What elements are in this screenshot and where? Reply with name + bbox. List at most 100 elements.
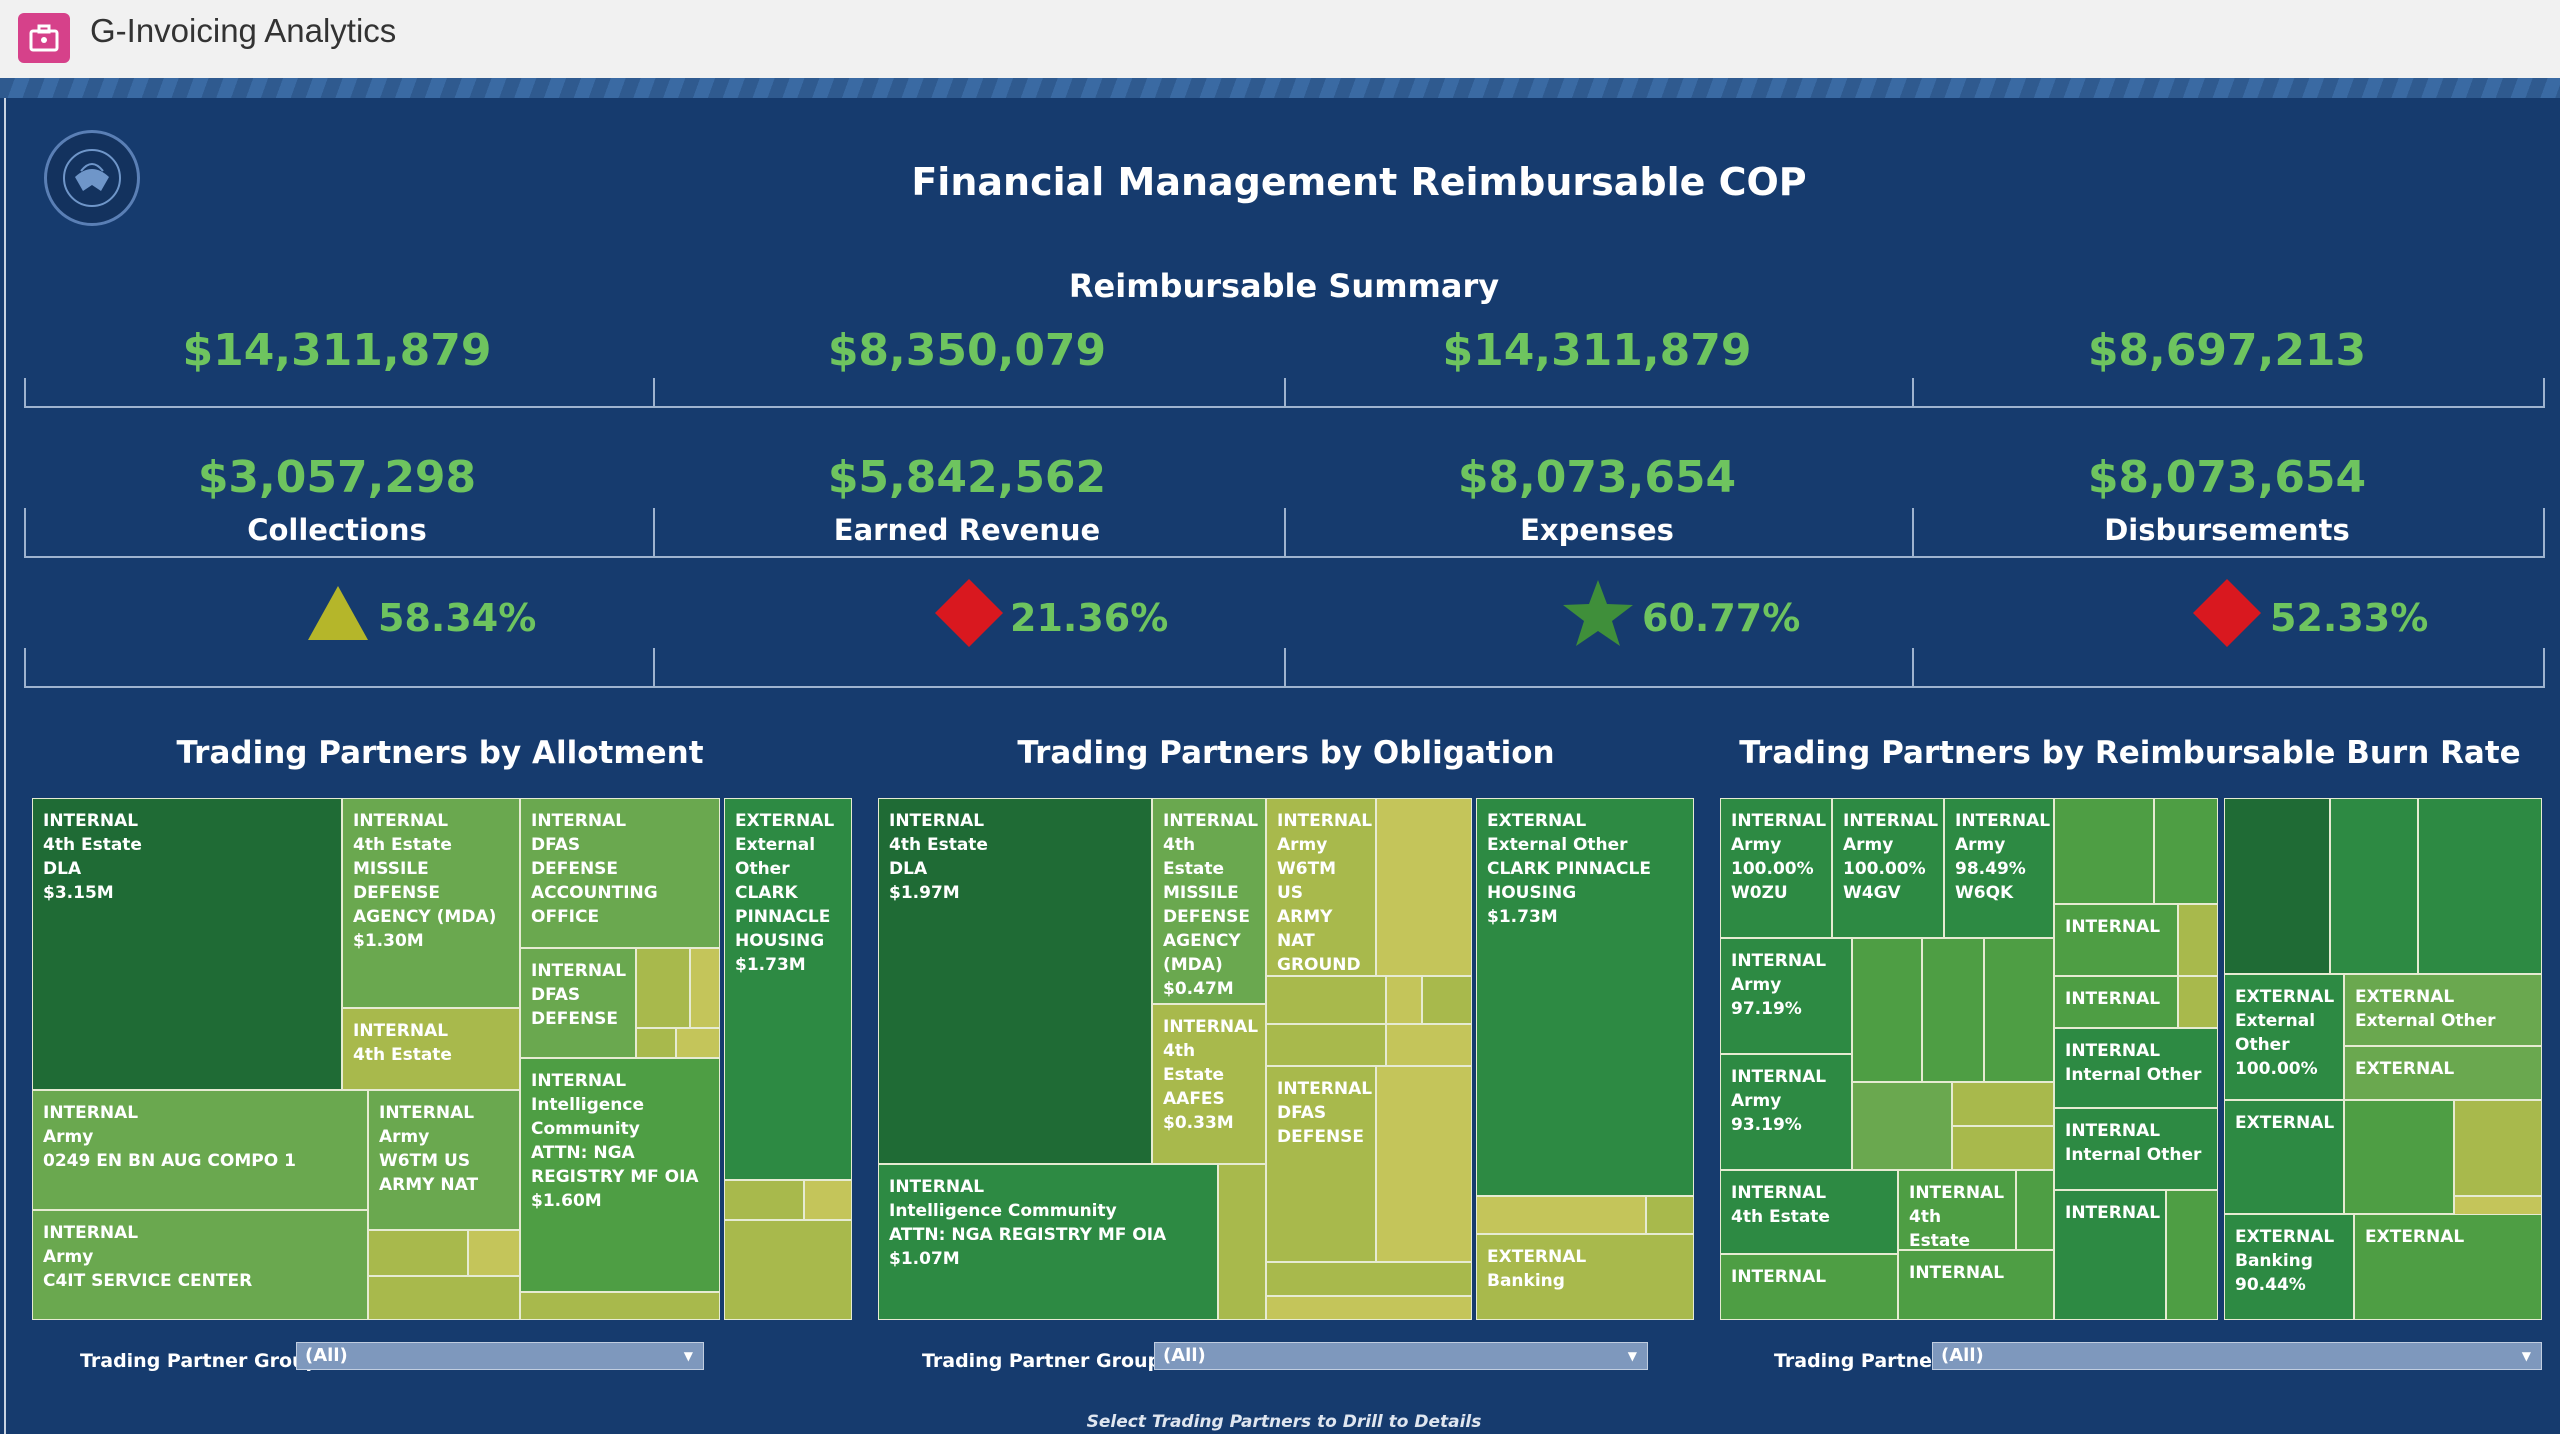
treemap-cell[interactable] (2418, 798, 2542, 974)
treemap-cell[interactable] (1476, 1196, 1646, 1234)
divider-tick (2543, 648, 2545, 688)
treemap-cell[interactable] (2330, 798, 2418, 974)
treemap-cell[interactable] (2166, 1190, 2218, 1320)
treemap-cell[interactable] (2054, 798, 2154, 904)
treemap-cell[interactable]: INTERNAL 4th Estate AAFES $0.33M (1152, 1004, 1266, 1164)
treemap-cell[interactable] (2454, 1100, 2542, 1196)
burn-rate-treemap: INTERNAL Army 100.00% W0ZU INTERNAL Army… (1720, 798, 2542, 1320)
treemap-cell[interactable]: EXTERNAL (2224, 1100, 2344, 1214)
treemap-cell[interactable] (2224, 798, 2330, 974)
burn-rate-title: Trading Partners by Reimbursable Burn Ra… (1739, 735, 2521, 771)
treemap-cell[interactable]: INTERNAL Army 0249 EN BN AUG COMPO 1 (32, 1090, 368, 1210)
treemap-cell[interactable] (1386, 1024, 1472, 1066)
treemap-cell[interactable] (1386, 976, 1422, 1024)
treemap-cell[interactable]: INTERNAL (2054, 904, 2178, 976)
treemap-cell[interactable] (368, 1230, 468, 1276)
treemap-cell[interactable]: INTERNAL 4th Estate MISSILE DEFENSE AGEN… (342, 798, 520, 1008)
treemap-cell[interactable] (1376, 1066, 1472, 1262)
treemap-cell[interactable]: INTERNAL 4th Estate MISSILE DEFENSE AGEN… (1152, 798, 1266, 1004)
treemap-cell[interactable] (2344, 1100, 2454, 1214)
treemap-cell[interactable]: EXTERNAL External Other (2344, 974, 2542, 1046)
treemap-cell[interactable] (724, 1220, 852, 1320)
treemap-cell[interactable]: INTERNAL Army 100.00% W4GV (1832, 798, 1944, 938)
treemap-cell[interactable] (468, 1230, 520, 1276)
treemap-cell[interactable]: INTERNAL 4th Estate (1898, 1170, 2016, 1250)
treemap-cell[interactable] (1952, 1126, 2054, 1170)
filter-label-partner: Trading Partner (1774, 1350, 1942, 1372)
treemap-cell[interactable]: INTERNAL 4th Estate DLA $1.97M (878, 798, 1152, 1164)
treemap-cell[interactable]: INTERNAL Army 100.00% W0ZU (1720, 798, 1832, 938)
treemap-cell[interactable] (2178, 904, 2218, 976)
treemap-cell[interactable]: INTERNAL 4th Estate (342, 1008, 520, 1090)
treemap-cell[interactable]: INTERNAL Army 93.19% (1720, 1054, 1852, 1170)
treemap-cell[interactable]: EXTERNAL (2354, 1214, 2542, 1320)
treemap-cell[interactable]: EXTERNAL Banking (1476, 1234, 1694, 1320)
trading-partner-group-2-select[interactable]: (All) ▼ (1154, 1342, 1648, 1370)
treemap-cell[interactable] (2154, 798, 2218, 904)
treemap-cell[interactable] (636, 948, 690, 1028)
treemap-cell[interactable]: INTERNAL Army W6TM US ARMY NAT (368, 1090, 520, 1230)
treemap-cell[interactable]: INTERNAL Intelligence Community ATTN: NG… (878, 1164, 1218, 1320)
app-header-bar: G-Invoicing Analytics (0, 0, 2560, 78)
treemap-cell[interactable] (724, 1180, 804, 1220)
treemap-cell[interactable] (690, 948, 720, 1028)
treemap-cell[interactable]: EXTERNAL External Other 100.00% (2224, 974, 2344, 1100)
treemap-cell[interactable] (1952, 1082, 2054, 1126)
treemap-cell[interactable] (520, 1292, 720, 1320)
trading-partner-group-select[interactable]: (All) ▼ (296, 1342, 704, 1370)
treemap-cell[interactable] (2178, 976, 2218, 1028)
treemap-cell[interactable] (1266, 976, 1386, 1024)
treemap-cell[interactable]: INTERNAL 4th Estate (1720, 1170, 1898, 1254)
treemap-cell[interactable]: INTERNAL (1720, 1254, 1898, 1320)
treemap-cell[interactable]: INTERNAL Army W6TM US ARMY NAT GROUND (1266, 798, 1376, 976)
treemap-cell[interactable] (1922, 938, 1984, 1082)
treemap-cell[interactable]: INTERNAL DFAS DEFENSE ACCOUNTING OFFICE (520, 798, 720, 948)
treemap-cell[interactable] (1376, 798, 1472, 976)
treemap-cell[interactable] (1266, 1296, 1472, 1320)
collections-pct: 58.34% (378, 596, 537, 640)
treemap-cell[interactable] (1266, 1024, 1386, 1066)
treemap-cell[interactable] (676, 1028, 720, 1058)
trading-partner-select[interactable]: (All) ▼ (1932, 1342, 2542, 1370)
treemap-cell[interactable]: EXTERNAL Banking 90.44% (2224, 1214, 2354, 1320)
select-value: (All) (1163, 1345, 1206, 1366)
treemap-cell[interactable]: INTERNAL Internal Other (2054, 1108, 2218, 1190)
treemap-cell[interactable] (636, 1028, 676, 1058)
divider-tick (24, 648, 26, 688)
treemap-cell[interactable] (1852, 938, 1922, 1082)
diamond-icon (2193, 579, 2261, 647)
obligation-treemap: INTERNAL 4th Estate DLA $1.97M INTERNAL … (878, 798, 1694, 1320)
treemap-cell[interactable] (2016, 1170, 2054, 1250)
treemap-cell[interactable]: EXTERNAL External Other CLARK PINNACLE H… (1476, 798, 1694, 1196)
summary-top-value-3: $14,311,879 (1442, 325, 1752, 376)
treemap-cell[interactable]: INTERNAL Army 98.49% W6QK (1944, 798, 2054, 938)
divider-tick (1284, 378, 1286, 408)
filter-label-group: Trading Partner Group (80, 1350, 320, 1372)
treemap-cell[interactable] (1422, 976, 1472, 1024)
treemap-cell[interactable]: INTERNAL DFAS DEFENSE (1266, 1066, 1376, 1262)
app-briefcase-icon[interactable] (18, 13, 70, 63)
chevron-down-icon: ▼ (683, 1349, 693, 1363)
obligation-title: Trading Partners by Obligation (1017, 735, 1555, 771)
treemap-cell[interactable]: INTERNAL Internal Other (2054, 1028, 2218, 1108)
treemap-cell[interactable]: INTERNAL Intelligence Community ATTN: NG… (520, 1058, 720, 1292)
treemap-cell[interactable]: INTERNAL (2054, 1190, 2166, 1320)
treemap-cell[interactable]: INTERNAL (2054, 976, 2178, 1028)
divider-tick (1284, 508, 1286, 558)
treemap-cell[interactable]: INTERNAL 4th Estate DLA $3.15M (32, 798, 342, 1090)
treemap-cell[interactable] (368, 1276, 520, 1320)
treemap-cell[interactable]: INTERNAL Army 97.19% (1720, 938, 1852, 1054)
treemap-cell[interactable] (804, 1180, 852, 1220)
treemap-cell[interactable]: INTERNAL DFAS DEFENSE (520, 948, 636, 1058)
treemap-cell[interactable] (1218, 1164, 1266, 1320)
treemap-cell[interactable]: EXTERNAL External Other CLARK PINNACLE H… (724, 798, 852, 1180)
treemap-cell[interactable]: INTERNAL Army C4IT SERVICE CENTER (32, 1210, 368, 1320)
treemap-cell[interactable] (1984, 938, 2054, 1082)
treemap-cell[interactable]: INTERNAL (1898, 1250, 2054, 1320)
treemap-cell[interactable] (1266, 1262, 1472, 1296)
treemap-cell[interactable]: EXTERNAL (2344, 1046, 2542, 1100)
treemap-cell[interactable] (1852, 1082, 1952, 1170)
treemap-cell[interactable] (1646, 1196, 1694, 1234)
collections-value: $3,057,298 (197, 452, 477, 503)
expenses-pct: 60.77% (1642, 596, 1801, 640)
